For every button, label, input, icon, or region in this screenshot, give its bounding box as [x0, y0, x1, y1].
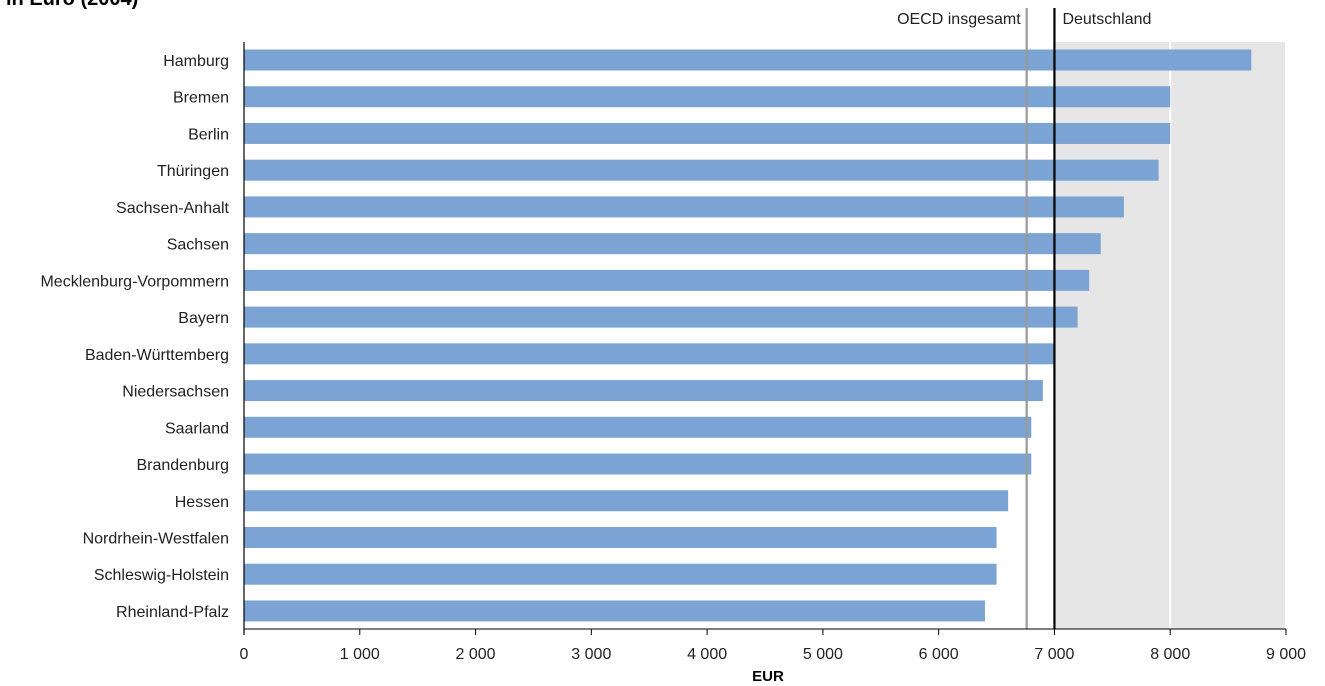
- bar: [244, 453, 1032, 475]
- bar: [244, 269, 1090, 291]
- category-label: Nordrhein-Westfalen: [83, 530, 229, 547]
- category-label: Sachsen: [167, 237, 229, 254]
- reference-line-label: OECD insgesamt: [897, 11, 1021, 28]
- bar: [244, 233, 1101, 255]
- x-tick-label: 2 000: [456, 646, 496, 663]
- x-tick-label: 4 000: [687, 646, 727, 663]
- bar: [244, 306, 1078, 328]
- category-label: Bayern: [178, 310, 229, 327]
- reference-lines: OECD insgesamt Deutschland: [897, 8, 1151, 629]
- category-label: Thüringen: [157, 163, 229, 180]
- bar: [244, 563, 997, 585]
- bar: [244, 122, 1171, 144]
- x-axis-label: EUR: [752, 668, 784, 685]
- x-tick-label: 8 000: [1150, 646, 1190, 663]
- bar: [244, 159, 1159, 181]
- category-label: Hamburg: [163, 53, 229, 70]
- category-labels: Hamburg Bremen Berlin Thüringen Sachsen-Anha…: [40, 53, 229, 621]
- category-label: Niedersachsen: [122, 384, 229, 401]
- bar: [244, 380, 1043, 402]
- category-label: Rheinland-Pfalz: [116, 604, 229, 621]
- category-label: Hessen: [175, 494, 229, 511]
- category-label: Brandenburg: [136, 457, 229, 474]
- category-label: Baden-Württemberg: [85, 347, 229, 364]
- category-label: Mecklenburg-Vorpommern: [40, 273, 229, 290]
- category-label: Bremen: [173, 90, 229, 107]
- category-label: Schleswig-Holstein: [94, 567, 229, 584]
- x-tick-label: 1 000: [340, 646, 380, 663]
- bar: [244, 416, 1032, 438]
- x-axis: 0 1 000 2 000 3 000 4 000 5 000 6 000 7 000 8 00…: [240, 42, 1306, 663]
- x-tick-label: 7 000: [1034, 646, 1074, 663]
- x-tick-label: 3 000: [571, 646, 611, 663]
- bar: [244, 86, 1171, 108]
- x-tick-label: 6 000: [919, 646, 959, 663]
- chart-title: in Euro (2004): [6, 0, 138, 11]
- bar: [244, 343, 1055, 365]
- bar: [244, 600, 985, 622]
- category-label: Sachsen-Anhalt: [116, 200, 230, 217]
- bar: [244, 49, 1252, 71]
- bar: [244, 526, 997, 548]
- bar: [244, 196, 1124, 218]
- bar: [244, 490, 1009, 512]
- category-label: Saarland: [165, 420, 229, 437]
- category-label: Berlin: [188, 126, 229, 143]
- x-tick-label: 0: [240, 646, 249, 663]
- x-tick-label: 9 000: [1266, 646, 1306, 663]
- x-tick-label: 5 000: [803, 646, 843, 663]
- bars: [244, 49, 1252, 622]
- reference-line-label: Deutschland: [1062, 11, 1151, 28]
